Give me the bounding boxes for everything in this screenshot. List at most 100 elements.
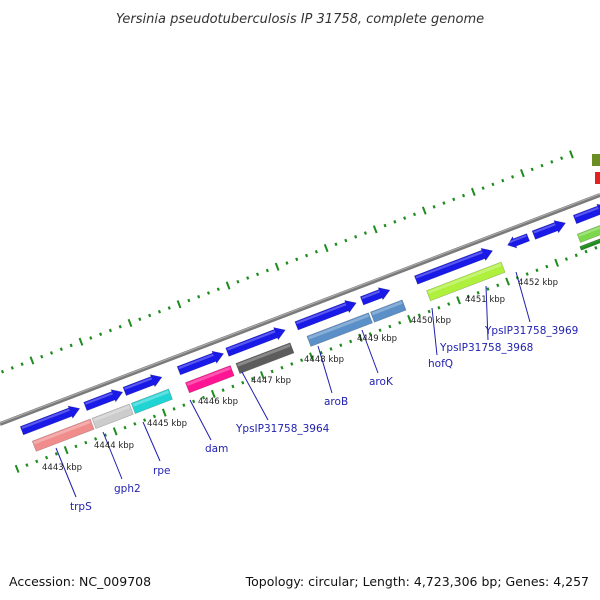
outer-tick bbox=[344, 238, 348, 243]
inner-tick bbox=[378, 328, 382, 333]
gene-dam bbox=[185, 365, 235, 394]
outer-tick bbox=[274, 262, 280, 271]
inner-tick bbox=[437, 305, 441, 310]
outer-tick bbox=[89, 336, 93, 340]
gene-label-rpe: rpe bbox=[153, 465, 170, 477]
inner-tick bbox=[231, 384, 235, 389]
label-leader-4 bbox=[189, 399, 212, 441]
gene-gph2-shine bbox=[93, 405, 130, 422]
outer-tick bbox=[372, 225, 378, 234]
gene-trpS-shine bbox=[33, 420, 91, 445]
gene-aroB bbox=[306, 312, 373, 347]
gene-dam-shine bbox=[186, 366, 231, 386]
feature-red-edge bbox=[595, 172, 600, 184]
gene-arrow-9 bbox=[507, 233, 530, 249]
gene-YpsIP31758_3969 bbox=[576, 225, 600, 243]
inner-tick bbox=[241, 380, 245, 385]
outer-tick bbox=[432, 205, 436, 209]
gene-hofQ bbox=[426, 261, 506, 302]
inner-tick bbox=[358, 333, 363, 342]
gene-arrow-7 bbox=[359, 287, 391, 306]
inner-tick bbox=[496, 283, 500, 288]
inner-tick bbox=[25, 463, 29, 467]
inner-tick bbox=[407, 314, 412, 324]
outer-tick bbox=[59, 347, 63, 351]
inner-tick bbox=[123, 425, 127, 430]
outer-tick bbox=[470, 187, 476, 196]
inner-tick bbox=[143, 418, 147, 422]
gene-aroB-shine bbox=[308, 314, 369, 340]
inner-tick bbox=[427, 309, 431, 314]
gene-aroK-shine bbox=[371, 301, 403, 316]
scale-label-9: 4451 kbp bbox=[465, 295, 505, 305]
outer-tick bbox=[0, 369, 5, 374]
gene-label-gph2: gph2 bbox=[114, 483, 141, 495]
outer-tick bbox=[560, 156, 564, 160]
outer-tick bbox=[442, 201, 446, 205]
scale-label-2: 4444 kbp bbox=[94, 441, 134, 451]
inner-tick bbox=[290, 362, 294, 366]
outer-tick bbox=[127, 318, 133, 328]
inner-tick bbox=[74, 444, 78, 449]
gene-arrow-3 bbox=[122, 374, 163, 396]
outer-tick bbox=[99, 332, 103, 337]
inner-tick bbox=[221, 388, 225, 392]
outer-tick bbox=[314, 250, 318, 254]
inner-tick bbox=[259, 371, 265, 380]
label-leader-8 bbox=[431, 307, 438, 356]
inner-tick bbox=[456, 296, 461, 305]
gene-arrow-3-shine bbox=[124, 377, 153, 390]
gene-YpsIP31758_3969-band-shine bbox=[581, 239, 600, 248]
outer-tick bbox=[285, 261, 289, 265]
label-leader-5 bbox=[241, 371, 269, 421]
gene-arrow-8-shine bbox=[415, 251, 483, 279]
gene-arrow-1 bbox=[19, 405, 81, 436]
gene-arrow-5-shine bbox=[227, 330, 276, 351]
inner-tick bbox=[210, 389, 216, 399]
inner-tick bbox=[535, 268, 539, 273]
inner-tick bbox=[54, 452, 58, 456]
scale-labels: 4443 kbp 4444 kbp 4445 kbp 4446 kbp 4447 kbp… bbox=[42, 278, 558, 473]
inner-tick bbox=[417, 313, 421, 318]
outer-tick bbox=[265, 268, 269, 273]
outer-tick bbox=[187, 298, 191, 303]
outer-tick bbox=[40, 354, 44, 359]
gene-label-aroK: aroK bbox=[369, 376, 394, 388]
gene-label-YpsIP31758_3968: YpsIP31758_3968 bbox=[439, 342, 533, 354]
gene-trpS bbox=[31, 418, 95, 452]
genome-backbone bbox=[0, 193, 600, 426]
outer-tick bbox=[69, 343, 73, 348]
outer-tick bbox=[334, 242, 338, 247]
scale-label-5: 4447 kbp bbox=[251, 376, 291, 386]
scale-label-7: 4449 kbp bbox=[357, 334, 397, 344]
inner-tick bbox=[584, 249, 588, 254]
inner-tick-track bbox=[14, 246, 598, 473]
scale-label-4: 4446 kbp bbox=[198, 397, 238, 407]
outer-tick bbox=[118, 324, 122, 329]
outer-tick bbox=[452, 197, 456, 202]
scale-label-6: 4448 kbp bbox=[304, 355, 344, 365]
outer-tick bbox=[421, 206, 427, 215]
inner-tick bbox=[554, 258, 559, 267]
inner-tick bbox=[103, 433, 107, 437]
gene-arrow-10 bbox=[531, 220, 567, 240]
inner-tick bbox=[329, 347, 333, 351]
outer-tick bbox=[461, 193, 466, 198]
inner-tick bbox=[63, 446, 69, 455]
outer-tick bbox=[412, 212, 417, 217]
outer-tick bbox=[197, 294, 201, 299]
outer-tick bbox=[216, 287, 220, 292]
inner-tick bbox=[133, 422, 137, 426]
label-leader-10 bbox=[515, 271, 531, 323]
gene-label-dam: dam bbox=[205, 443, 228, 455]
inner-tick bbox=[84, 440, 88, 445]
inner-tick bbox=[545, 264, 549, 269]
gene-rpe bbox=[130, 388, 173, 414]
inner-tick bbox=[182, 403, 186, 407]
label-leader-2 bbox=[102, 431, 123, 480]
scale-label-10: 4452 kbp bbox=[518, 278, 558, 288]
outer-tick bbox=[393, 220, 397, 224]
inner-tick bbox=[447, 302, 451, 306]
scale-label-1: 4443 kbp bbox=[42, 463, 82, 473]
